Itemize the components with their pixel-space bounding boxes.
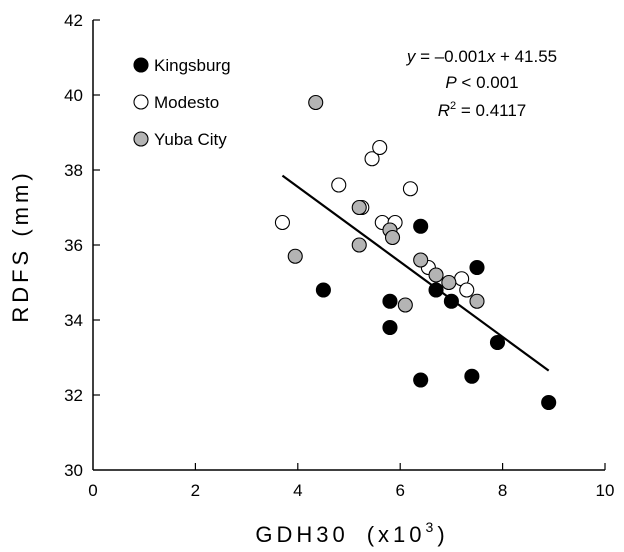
x-axis-label: GDH30 <box>255 522 348 547</box>
legend: Kingsburg Modesto Yuba City <box>133 56 231 149</box>
p-rest: < 0.001 <box>457 73 519 92</box>
modesto-point <box>459 282 475 298</box>
kingsburg-point <box>464 368 480 384</box>
kingsburg-point <box>469 259 485 276</box>
yuba-city-point <box>351 237 367 253</box>
yuba-city-point <box>351 199 367 216</box>
equation-middle: = –0.001 <box>415 47 486 66</box>
regression-line <box>281 174 550 372</box>
x-tick-label: 10 <box>596 481 615 500</box>
yuba-city-point <box>441 274 457 291</box>
modesto-point <box>402 181 418 197</box>
regression-equation: y = –0.001x + 41.55 <box>406 47 557 66</box>
r-squared-annotation: R2 = 0.4117 <box>438 100 527 120</box>
x-axis-unit-suffix: ) <box>437 522 448 547</box>
yuba-city-point <box>308 94 324 111</box>
yuba-city-point <box>397 297 413 313</box>
legend-label-modesto: Modesto <box>154 93 219 112</box>
x-axis-unit-prefix: (x10 <box>367 522 426 547</box>
kingsburg-point <box>382 319 398 336</box>
yuba-city-point <box>413 252 429 268</box>
kingsburg-point <box>315 282 331 298</box>
equation-tail: + 41.55 <box>495 47 557 66</box>
modesto-point <box>331 177 347 193</box>
x-axis-title: GDH30 (x103) <box>255 519 448 547</box>
x-ticks: 0 2 4 6 8 10 <box>88 463 614 500</box>
x-tick-label: 0 <box>88 481 97 500</box>
y-ticks: 30 32 34 36 38 40 42 <box>64 11 100 480</box>
kingsburg-point <box>489 334 506 351</box>
legend-marker-modesto <box>133 94 149 110</box>
modesto-point <box>364 151 380 167</box>
r-var: R <box>438 101 450 120</box>
yuba-city-point <box>287 248 303 264</box>
x-axis-unit-exp: 3 <box>426 519 438 535</box>
equation-x-var: x <box>486 47 496 66</box>
x-tick-label: 4 <box>293 481 302 500</box>
modesto-point <box>274 214 290 231</box>
yuba-city-point <box>428 267 444 283</box>
x-tick-label: 2 <box>191 481 200 500</box>
y-axis-title: RDFS (mm) <box>8 169 33 322</box>
y-tick-label: 38 <box>64 161 83 180</box>
r-exp: 2 <box>450 100 456 112</box>
legend-label-kingsburg: Kingsburg <box>154 56 231 75</box>
kingsburg-point <box>382 293 398 309</box>
kingsburg-point <box>413 218 429 234</box>
kingsburg-point <box>413 372 429 388</box>
yuba-city-point <box>384 229 401 246</box>
kingsburg-point <box>541 394 557 411</box>
x-tick-label: 6 <box>395 481 404 500</box>
r-rest: = 0.4117 <box>456 101 526 120</box>
legend-marker-kingsburg <box>133 57 149 73</box>
x-tick-label: 8 <box>498 481 507 500</box>
data-points <box>274 94 557 411</box>
y-tick-label: 32 <box>64 386 83 405</box>
axes <box>92 20 605 471</box>
yuba-city-point <box>469 293 485 309</box>
modesto-point <box>372 139 388 156</box>
p-value-annotation: P < 0.001 <box>445 73 518 92</box>
y-tick-label: 34 <box>64 311 83 330</box>
legend-marker-yuba-city <box>133 131 149 147</box>
y-tick-label: 30 <box>64 461 83 480</box>
legend-label-yuba-city: Yuba City <box>154 130 227 149</box>
equation-y-var: y <box>406 47 417 66</box>
kingsburg-point <box>443 293 459 309</box>
y-tick-label: 42 <box>64 11 83 30</box>
y-tick-label: 40 <box>64 86 83 105</box>
y-tick-label: 36 <box>64 236 83 255</box>
p-var: P <box>445 73 457 92</box>
kingsburg-point <box>428 282 444 298</box>
